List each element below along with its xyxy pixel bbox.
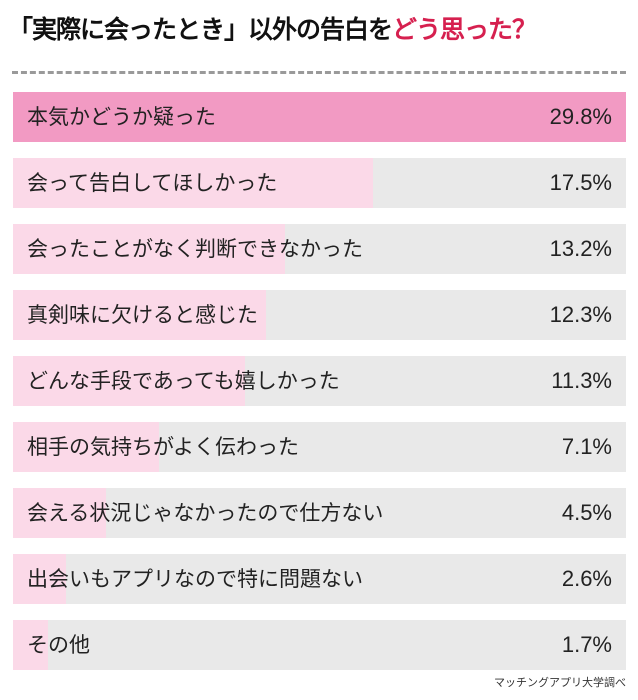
bar-label: どんな手段であっても嬉しかった: [27, 369, 340, 393]
bar-row: 会って告白してほしかった 17.5%: [13, 158, 626, 208]
bar: [13, 158, 373, 208]
bar-value: 2.6%: [561, 566, 612, 591]
bar-value: 13.2%: [549, 236, 612, 261]
source-note: マッチングアプリ大学調べ: [494, 676, 626, 689]
bar-row: 真剣味に欠けると感じた 12.3%: [13, 290, 626, 340]
bar: [13, 422, 160, 472]
bar: [13, 224, 285, 274]
bar-value: 1.7%: [561, 632, 612, 657]
chart-title: 「実際に会ったとき」以外の告白をどう思った？: [8, 10, 537, 46]
bar-label: その他: [27, 633, 90, 657]
bar-label: 本気かどうか疑った: [27, 105, 216, 129]
bar-value: 11.3%: [551, 368, 612, 393]
dashed-divider: [12, 71, 626, 74]
bar-row: 会える状況じゃなかったので仕方ない 4.5%: [13, 488, 626, 538]
bar-value: 12.3%: [549, 302, 612, 327]
bar-row: 会ったことがなく判断できなかった 13.2%: [13, 224, 626, 274]
bar-value: 4.5%: [561, 500, 612, 525]
bar-label: 出会いもアプリなので特に問題ない: [27, 567, 363, 591]
bar-label: 会ったことがなく判断できなかった: [27, 237, 363, 261]
bar: [13, 488, 106, 538]
bar-row: 相手の気持ちがよく伝わった 7.1%: [13, 422, 626, 472]
title-highlight: どう思った？: [392, 15, 537, 44]
bar-row: 本気かどうか疑った 29.8%: [13, 92, 626, 142]
bar-label: 会って告白してほしかった: [27, 171, 278, 195]
bar-row: その他 1.7%: [13, 620, 626, 670]
bar-label: 会える状況じゃなかったので仕方ない: [27, 501, 384, 525]
bar: [13, 554, 67, 604]
bar-value: 17.5%: [549, 170, 612, 195]
bar: [13, 290, 267, 340]
title-main: 「実際に会ったとき」以外の告白を: [8, 15, 393, 44]
bar-label: 相手の気持ちがよく伝わった: [27, 435, 299, 459]
bar-row: 出会いもアプリなので特に問題ない 2.6%: [13, 554, 626, 604]
bar: [13, 92, 626, 142]
bar: [13, 620, 48, 670]
bar-value: 29.8%: [549, 104, 612, 129]
bar-value: 7.1%: [561, 434, 612, 459]
bar: [13, 356, 246, 406]
bar-label: 真剣味に欠けると感じた: [27, 303, 258, 327]
bar-row: どんな手段であっても嬉しかった 11.3%: [13, 356, 626, 406]
